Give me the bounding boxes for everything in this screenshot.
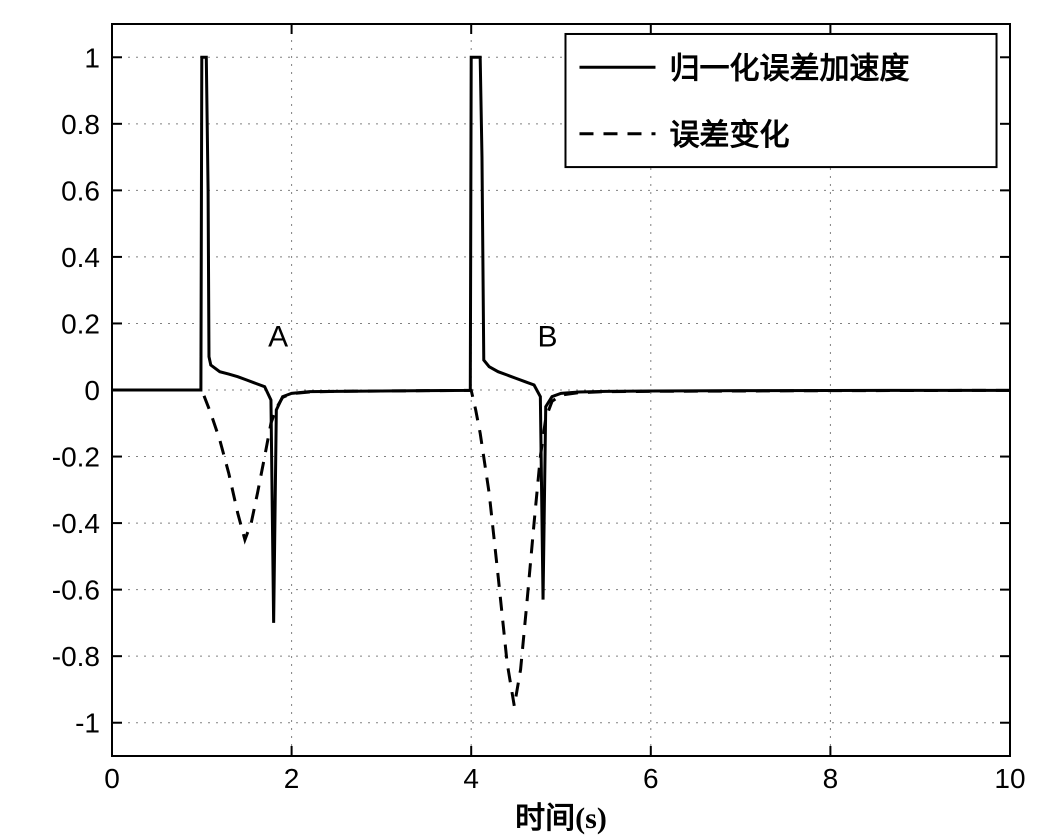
legend-label-1: 误差变化	[669, 118, 789, 152]
y-tick-label: -0.4	[52, 508, 100, 539]
x-tick-label: 2	[284, 763, 300, 794]
y-tick-label: 0.6	[61, 175, 100, 206]
y-tick-label: 0	[84, 375, 100, 406]
x-tick-label: 8	[823, 763, 839, 794]
y-tick-label: 1	[84, 42, 100, 73]
x-tick-label: 10	[994, 763, 1025, 794]
y-tick-label: -0.6	[52, 575, 100, 606]
x-tick-label: 6	[643, 763, 659, 794]
x-axis-label: 时间(s)	[515, 802, 607, 835]
y-tick-label: 0.2	[61, 308, 100, 339]
chart-figure: { "figure": { "canvas_width": 1039, "can…	[0, 0, 1039, 840]
y-tick-label: -0.2	[52, 442, 100, 473]
annotation-B: B	[538, 321, 558, 354]
x-tick-label: 0	[104, 763, 120, 794]
y-tick-label: 0.4	[61, 242, 100, 273]
y-tick-label: -0.8	[52, 641, 100, 672]
y-tick-label: -1	[75, 708, 100, 739]
x-tick-label: 4	[463, 763, 479, 794]
y-tick-label: 0.8	[61, 109, 100, 140]
legend-label-0: 归一化误差加速度	[669, 52, 909, 85]
chart-svg: 0 2 4 6 8 10 -1 -0.8 -0.6 -0.4 -0.2 0 0.2 0.4 0.6 0.8 1 时…	[0, 0, 1039, 840]
legend: 归一化误差加速度误差变化	[565, 34, 996, 167]
annotation-A: A	[268, 321, 288, 354]
